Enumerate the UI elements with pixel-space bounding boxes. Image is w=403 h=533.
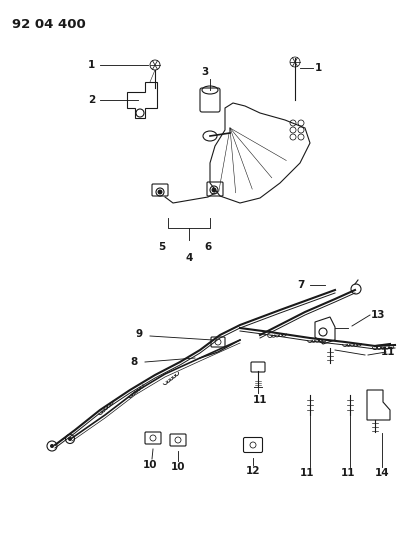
Text: 2: 2: [88, 95, 95, 105]
Text: 11: 11: [341, 468, 355, 478]
Text: 3: 3: [202, 67, 209, 77]
Text: 1: 1: [315, 63, 322, 73]
Circle shape: [68, 437, 72, 441]
Text: 9: 9: [136, 329, 143, 339]
Text: 11: 11: [300, 468, 314, 478]
Circle shape: [50, 444, 54, 448]
Text: 10: 10: [143, 460, 157, 470]
Text: 5: 5: [158, 242, 166, 252]
Circle shape: [212, 188, 216, 192]
Text: 92 04 400: 92 04 400: [12, 18, 86, 31]
Text: 6: 6: [204, 242, 212, 252]
Text: 7: 7: [298, 280, 305, 290]
Text: 13: 13: [370, 310, 385, 320]
Circle shape: [158, 190, 162, 195]
Text: 14: 14: [375, 468, 389, 478]
Text: 10: 10: [171, 462, 185, 472]
Text: 8: 8: [131, 357, 138, 367]
Text: 11: 11: [253, 395, 267, 405]
Text: 4: 4: [185, 253, 193, 263]
Text: 12: 12: [246, 466, 260, 476]
Text: 11: 11: [380, 347, 395, 357]
Text: 1: 1: [88, 60, 95, 70]
